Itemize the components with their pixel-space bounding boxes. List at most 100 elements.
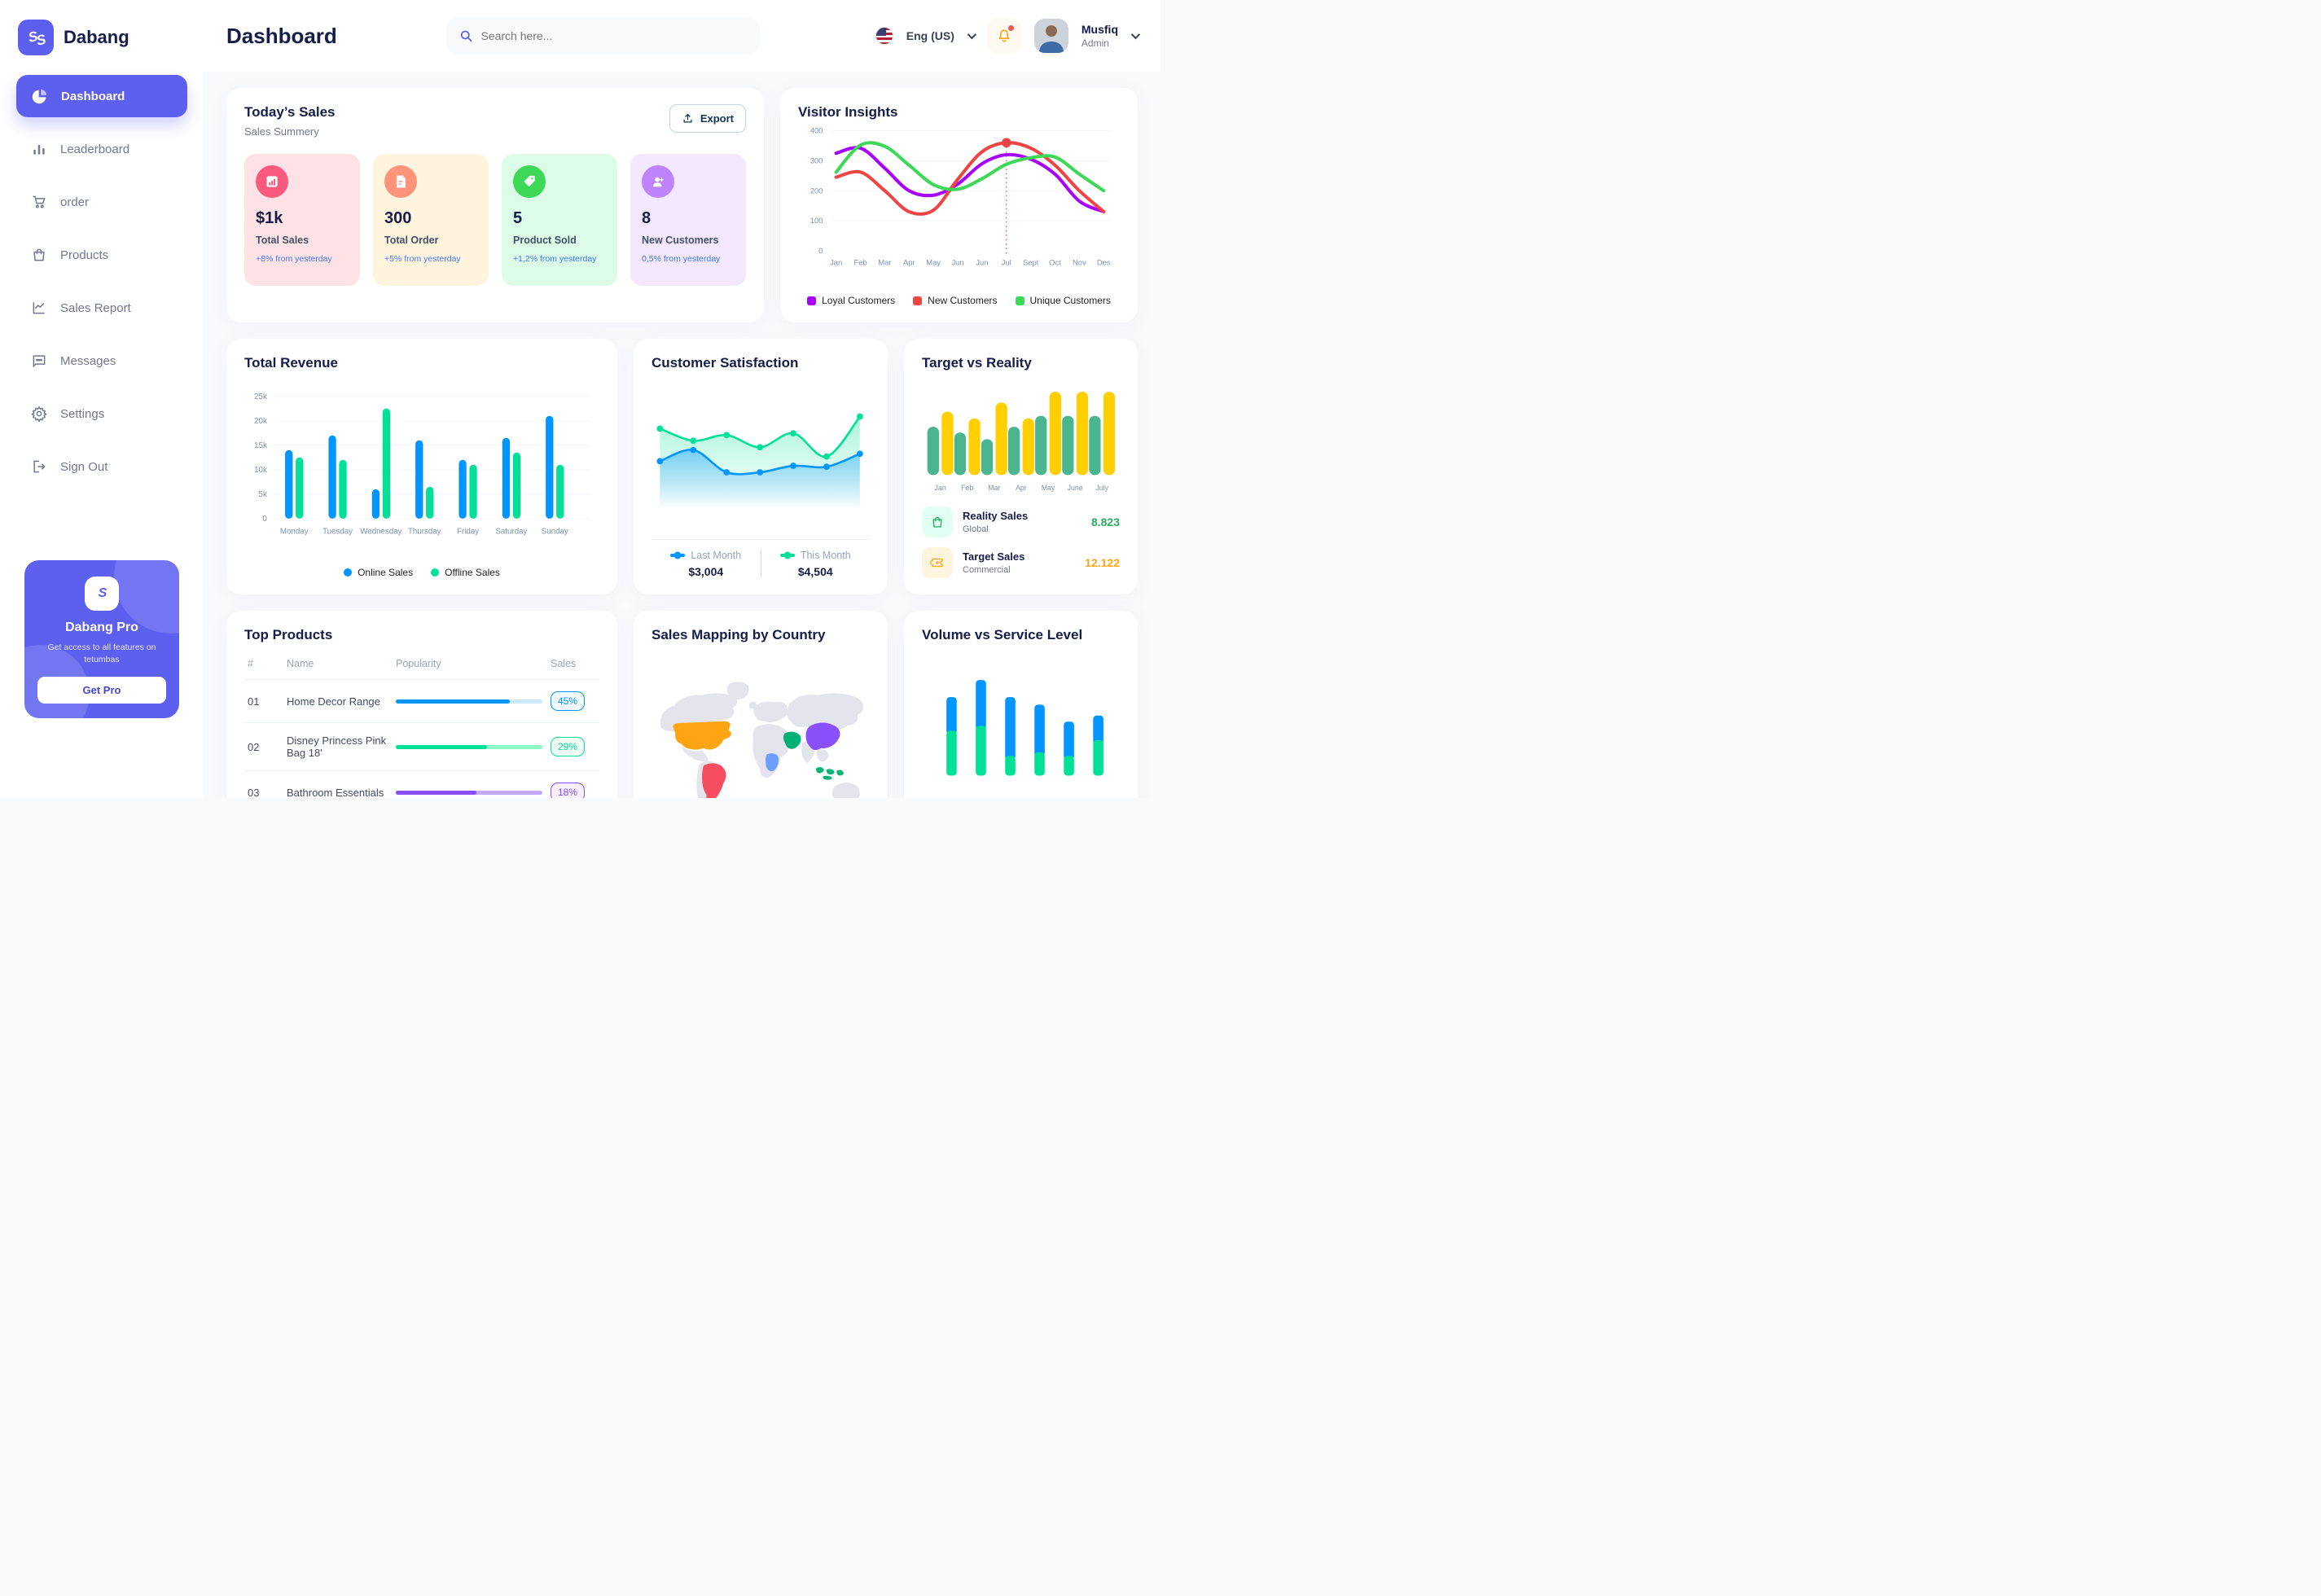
svg-text:400: 400 [810, 126, 823, 135]
bell-icon [998, 29, 1010, 42]
language-selector[interactable]: Eng (US) [906, 29, 954, 42]
svg-text:Jan: Jan [935, 484, 946, 492]
svg-text:Jun: Jun [976, 258, 988, 267]
stat-total-order: 300 Total Order +5% from yesterday [373, 154, 489, 286]
search-bar[interactable] [445, 17, 760, 55]
this-month-value: $4,504 [797, 565, 833, 579]
sign-out-icon [33, 460, 46, 473]
export-button[interactable]: Export [669, 104, 746, 133]
svg-text:Oct: Oct [1049, 258, 1061, 267]
map-canada [660, 693, 738, 731]
sidebar-item-sign-out[interactable]: Sign Out [16, 445, 187, 488]
sidebar-item-messages[interactable]: Messages [16, 340, 187, 382]
sidebar-nav: Dashboard Leaderboard order Products Sal… [16, 75, 187, 488]
sidebar-item-products[interactable]: Products [16, 234, 187, 276]
svg-text:25k: 25k [254, 392, 267, 401]
table-row[interactable]: 02 Disney Princess Pink Bag 18' 29% [244, 722, 599, 772]
bar-chart-icon [33, 145, 45, 155]
chevron-down-icon[interactable] [967, 29, 976, 40]
customer-satisfaction-card: Customer Satisfaction Last Month $3,004 … [634, 339, 888, 595]
top-products-card: Top Products # Name Popularity Sales 01 H… [226, 611, 617, 798]
gear-icon [31, 406, 47, 422]
bag-icon [33, 248, 45, 261]
svg-text:0: 0 [262, 515, 267, 524]
map-indonesia[interactable] [815, 766, 845, 780]
svg-text:June: June [1068, 484, 1083, 492]
brand-name: Dabang [64, 27, 129, 47]
map-saudi-arabia[interactable] [783, 731, 801, 749]
user-name: Musfiq [1081, 23, 1118, 36]
legend-swatch [344, 568, 353, 577]
map-dr-congo[interactable] [765, 752, 779, 771]
svg-text:5k: 5k [259, 490, 267, 499]
page-title: Dashboard [226, 23, 337, 48]
visitor-insights-chart: 0 100 200 300 400 Jan Feb Mar Apr May Jun Jun Jul Sep… [810, 126, 1111, 267]
chevron-down-icon[interactable] [1130, 29, 1141, 40]
legend-swatch [1015, 296, 1024, 305]
map-uk [748, 701, 757, 709]
total-revenue-legend: Online Sales Offline Sales [244, 567, 599, 578]
target-vs-reality-legend: Reality Sales Global 8.823 Target Sales [922, 506, 1120, 579]
us-flag-icon [875, 27, 893, 45]
map-china[interactable] [805, 722, 840, 750]
sidebar-item-leaderboard[interactable]: Leaderboard [16, 128, 187, 170]
reality-sales-value: 8.823 [1090, 515, 1120, 529]
customer-satisfaction-title: Customer Satisfaction [652, 355, 799, 371]
map-usa[interactable] [673, 721, 731, 750]
total-revenue-card: Total Revenue 0 5k 10k 15k 20k 25k Monday Tuesd… [226, 339, 617, 595]
svg-text:Wednesday: Wednesday [360, 528, 401, 537]
target-sales-value: 12.122 [1085, 556, 1120, 570]
svg-text:Apr: Apr [1016, 484, 1027, 492]
customer-satisfaction-legend: Last Month $3,004 This Month $4,504 [652, 539, 870, 579]
stat-new-customers: 8 New Customers 0,5% from yesterday [630, 154, 746, 286]
user-role: Admin [1081, 37, 1109, 49]
svg-text:Jan: Jan [830, 258, 842, 267]
line-chart-icon [33, 302, 45, 314]
product-name: Bathroom Essentials [283, 770, 393, 798]
sales-badge: 29% [551, 737, 586, 757]
sales-chart-icon [256, 165, 288, 198]
legend-swatch [779, 551, 795, 559]
world-map [660, 682, 864, 798]
map-mexico [682, 746, 709, 762]
svg-text:Monday: Monday [280, 528, 309, 537]
map-europe [753, 701, 788, 722]
svg-text:July: July [1095, 484, 1108, 492]
sidebar-item-dashboard[interactable]: Dashboard [16, 75, 187, 117]
volume-service-chart [946, 680, 1103, 776]
visitor-insights-legend: Loyal Customers New Customers Unique Cus… [798, 295, 1120, 306]
map-africa [752, 724, 789, 778]
svg-text:0: 0 [818, 246, 823, 255]
svg-text:Feb: Feb [961, 484, 973, 492]
user-info[interactable]: Musfiq Admin [1082, 23, 1118, 49]
svg-text:May: May [926, 258, 941, 267]
sidebar-item-settings[interactable]: Settings [16, 392, 187, 435]
sidebar-item-order[interactable]: order [16, 181, 187, 223]
table-row[interactable]: 03 Bathroom Essentials 18% [244, 770, 599, 798]
cart-icon [33, 195, 46, 208]
popularity-bar [396, 790, 542, 795]
svg-text:15k: 15k [254, 441, 267, 450]
avatar[interactable] [1033, 19, 1068, 53]
map-brazil[interactable] [701, 763, 726, 798]
get-pro-button[interactable]: Get Pro [37, 677, 166, 704]
sales-mapping-title: Sales Mapping by Country [652, 627, 826, 643]
tag-icon [513, 165, 546, 198]
top-products-title: Top Products [244, 627, 333, 643]
search-input[interactable] [480, 29, 747, 42]
notifications-button[interactable] [986, 19, 1021, 53]
user-plus-icon [642, 165, 674, 198]
map-se-asia [816, 748, 829, 762]
sales-badge: 45% [551, 691, 586, 712]
pro-title: Dabang Pro [65, 620, 138, 634]
svg-text:300: 300 [810, 156, 823, 165]
sidebar-item-sales-report[interactable]: Sales Report [16, 287, 187, 329]
svg-text:Des: Des [1097, 258, 1111, 267]
customer-satisfaction-chart [656, 413, 863, 511]
table-row[interactable]: 01 Home Decor Range 45% [244, 679, 599, 724]
todays-sales-subtitle: Sales Summery [244, 125, 319, 138]
svg-text:Jul: Jul [1002, 258, 1011, 267]
svg-text:May: May [1042, 484, 1055, 492]
